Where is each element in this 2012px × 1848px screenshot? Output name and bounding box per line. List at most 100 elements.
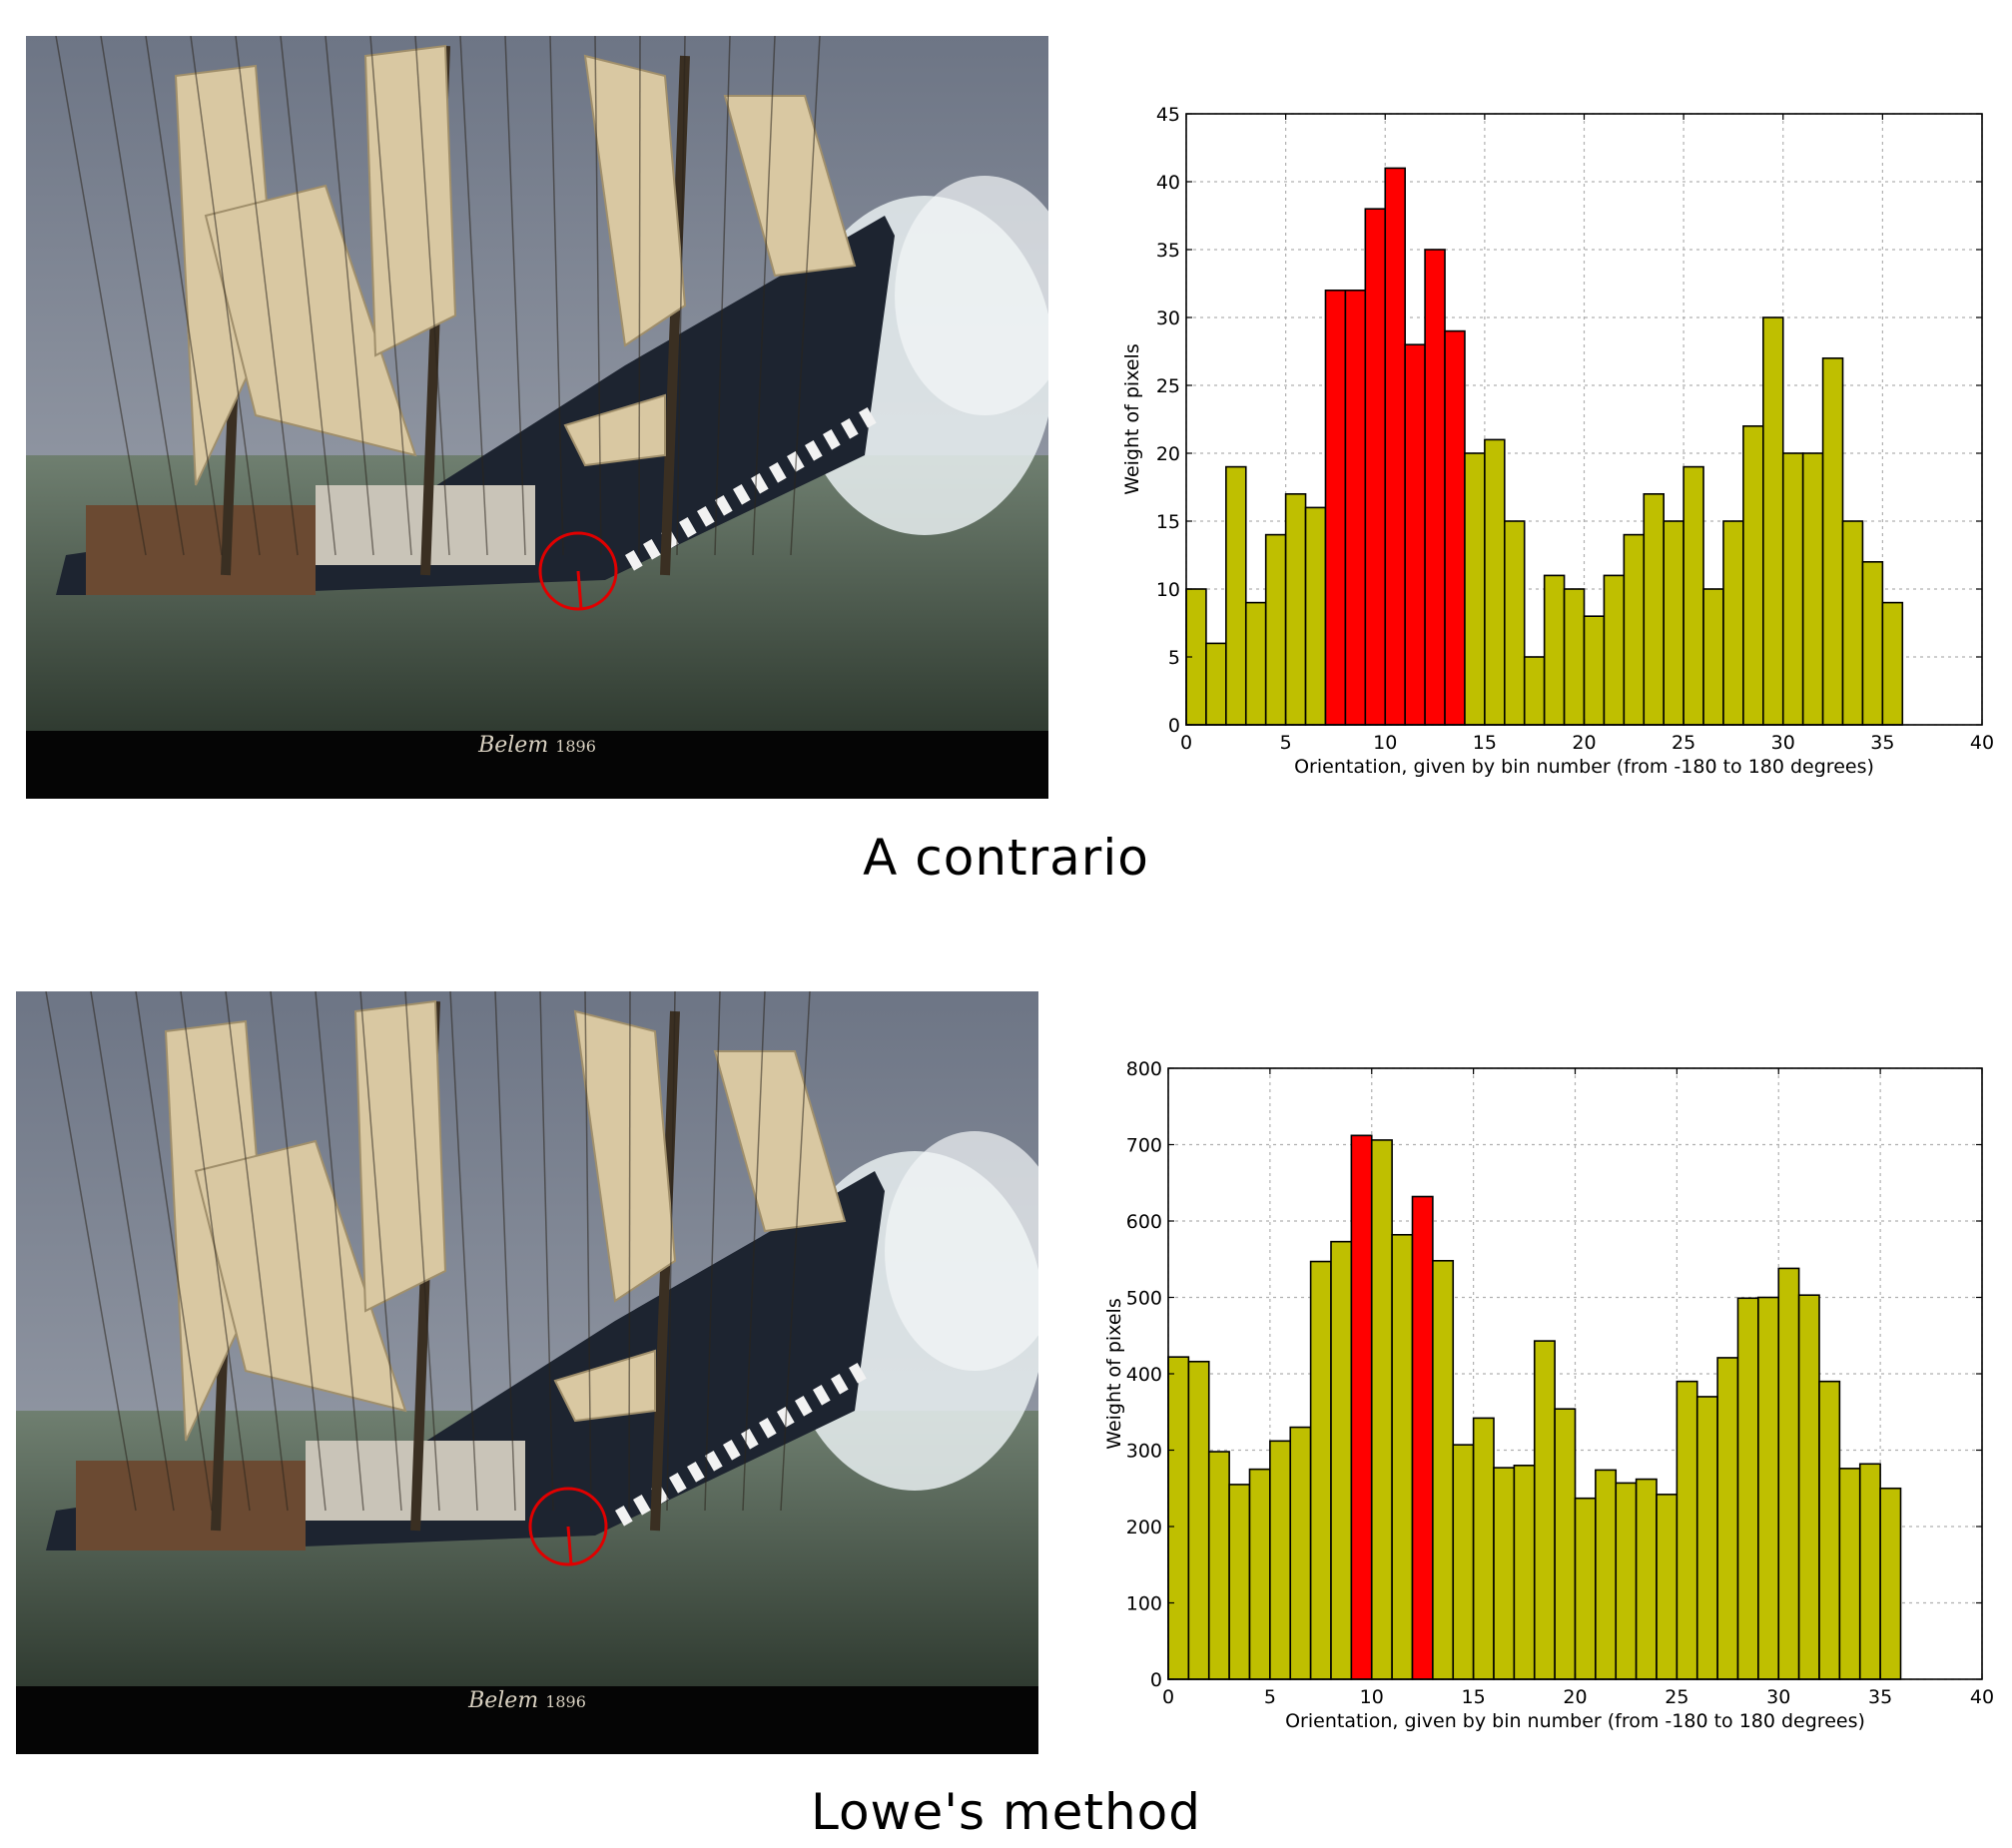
y-tick-label: 200: [1126, 1517, 1162, 1539]
rigging-line: [780, 991, 811, 1512]
x-tick-label: 0: [1162, 1686, 1174, 1708]
rigging-line: [359, 991, 402, 1512]
histogram-bar: [1716, 1357, 1739, 1680]
histogram-bar: [1643, 492, 1666, 726]
x-tick-label: 5: [1280, 732, 1292, 754]
histogram-bar: [1736, 1297, 1759, 1680]
histogram-bar: [1370, 1139, 1393, 1680]
histogram-bar: [1228, 1484, 1251, 1680]
ship-hull: [56, 216, 895, 595]
y-tick-label: 20: [1156, 443, 1180, 465]
histogram-bar: [1818, 1380, 1841, 1680]
hull-window: [813, 1385, 831, 1406]
hull-window: [733, 484, 751, 505]
sail: [353, 999, 447, 1313]
histogram-bar-peak: [1444, 329, 1466, 726]
histogram-bar: [1304, 506, 1327, 726]
histogram-bar: [1838, 1468, 1861, 1680]
rigging-line: [190, 36, 261, 556]
sail: [713, 1050, 847, 1233]
histogram-bar: [1563, 588, 1586, 726]
hull-window: [769, 462, 787, 483]
sail: [363, 44, 457, 357]
photo-banner: [26, 731, 1048, 799]
ship-illustration: [26, 36, 1048, 799]
rigging-line: [752, 36, 776, 556]
histogram-bar: [1595, 1469, 1618, 1680]
histogram-bar: [1821, 356, 1844, 726]
wave-spray: [885, 1131, 1038, 1371]
rigging-line: [494, 991, 516, 1512]
rigging-line: [504, 36, 526, 556]
hull-window: [679, 517, 697, 538]
histogram-bar: [1187, 1360, 1210, 1680]
histogram-bar: [1554, 1408, 1577, 1680]
histogram-bar: [1663, 520, 1684, 726]
hull-window: [642, 539, 661, 560]
photo-title: Belem: [478, 733, 549, 758]
rigging-line: [145, 36, 223, 556]
x-tick-label: 15: [1462, 1686, 1486, 1708]
keypoint-orientation: [576, 570, 583, 610]
x-axis-label: Orientation, given by bin number (from -…: [1285, 1710, 1865, 1732]
histogram-bar: [1205, 642, 1227, 726]
histogram-bar: [1682, 465, 1704, 726]
hull-window: [615, 1506, 633, 1527]
keypoint-circle: [538, 531, 618, 611]
photo-banner: [16, 1686, 1038, 1754]
hull-window: [795, 1396, 813, 1417]
histogram-bar: [1464, 452, 1486, 726]
y-tick-label: 800: [1126, 1058, 1162, 1080]
x-tick-label: 10: [1360, 1686, 1384, 1708]
ship-hull: [46, 1171, 885, 1550]
rigging-line: [666, 991, 676, 1512]
hull-window: [751, 473, 769, 494]
hull-window: [859, 407, 877, 428]
x-tick-label: 25: [1665, 1686, 1688, 1708]
x-tick-label: 40: [1970, 1686, 1994, 1708]
keypoint-orientation: [566, 1526, 573, 1565]
keypoint-circle: [528, 1487, 608, 1566]
histogram-bar: [1248, 1468, 1271, 1680]
x-tick-label: 25: [1672, 732, 1695, 754]
histogram-bar: [1676, 1380, 1698, 1680]
hull-window: [805, 440, 823, 461]
x-tick-label: 15: [1473, 732, 1497, 754]
ship-photo-a-contrario: Belem 1896: [26, 36, 1048, 799]
y-tick-label: 15: [1156, 511, 1180, 533]
histogram-bar: [1207, 1451, 1230, 1680]
hull-window: [705, 1451, 723, 1472]
rigging-line: [742, 991, 766, 1512]
histogram-bar: [1330, 1240, 1353, 1680]
rigging-line: [315, 991, 364, 1512]
histogram-bar: [1574, 1497, 1597, 1680]
histogram-bar: [1484, 438, 1506, 726]
y-axis-label: Weight of pixels: [1121, 343, 1143, 494]
histogram-bar: [1533, 1340, 1556, 1680]
ship-photo-lowe: Belem 1896: [16, 991, 1038, 1754]
rigging-line: [180, 991, 251, 1512]
rigging-line: [704, 991, 721, 1512]
histogram-bar: [1309, 1260, 1332, 1680]
x-tick-label: 0: [1180, 732, 1192, 754]
photo-year: 1896: [555, 737, 596, 756]
histogram-bar: [1452, 1444, 1475, 1680]
rigging-line: [369, 36, 412, 556]
sail: [723, 95, 857, 278]
photo-title-banner: Belem 1896: [16, 1688, 1038, 1713]
photo-title: Belem: [468, 1688, 539, 1713]
rigging-line: [539, 991, 554, 1512]
hull-window: [849, 1363, 867, 1384]
mast: [660, 55, 690, 576]
histogram-bar: [1757, 1296, 1780, 1680]
x-tick-label: 20: [1572, 732, 1596, 754]
histogram-svg: 0 5 10 15 20 25 30 35 40 0 5 10 15 20 25 30 35 40 45 Orient…: [1121, 104, 1994, 778]
histogram-bar: [1858, 1463, 1881, 1680]
histogram-bar: [1432, 1259, 1455, 1680]
histogram-bar-peak: [1384, 167, 1406, 726]
y-tick-label: 100: [1126, 1593, 1162, 1615]
y-tick-label: 45: [1156, 104, 1180, 126]
rigging-line: [414, 36, 450, 556]
histogram-bar: [1523, 656, 1546, 726]
rigging-line: [638, 36, 641, 556]
